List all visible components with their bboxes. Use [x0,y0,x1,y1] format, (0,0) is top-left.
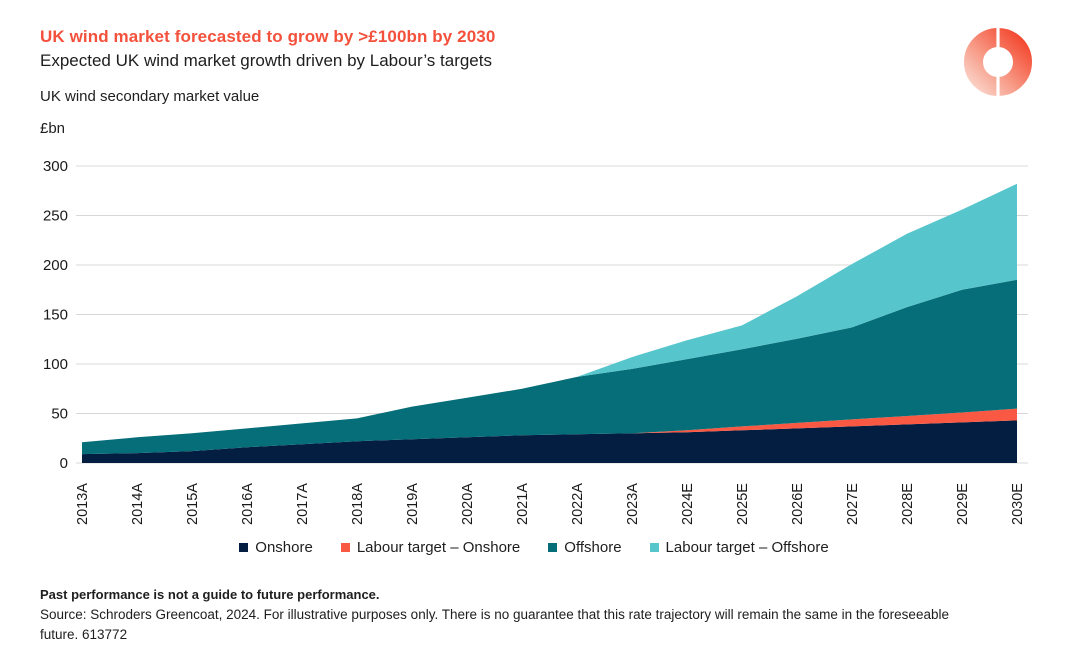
area-offshore [82,279,1017,455]
y-axis-label: 200 [43,257,68,274]
wind-market-area-chart: 0 50 100 150 200 250 300 2013A 2014A 2015A 2016A 20… [0,140,1068,540]
legend-item-onshore: Onshore [239,539,313,556]
legend-item-labour-target-onshore: Labour target – Onshore [340,539,521,556]
legend-item-offshore: Offshore [548,539,622,556]
chart-legend: Onshore Labour target – Onshore Offshore La… [0,539,1068,556]
x-axis-label: 2029E [955,483,971,525]
legend-swatch-offshore [548,543,558,552]
x-axis-label: 2022A [570,483,586,525]
x-axis-label: 2021A [515,483,531,525]
y-axis-label: 250 [43,208,68,225]
schroders-greencoat-logo [962,26,1034,98]
x-axis-label: 2026E [790,483,806,525]
legend-swatch-labour-target-onshore [340,543,350,552]
y-axis-label: 50 [51,406,68,423]
x-axis-label: 2019A [405,483,421,525]
x-axis-label: 2016A [240,483,256,525]
x-axis-label: 2023A [625,483,641,525]
y-axis-label: 150 [43,307,68,324]
area-chart-canvas: 0 50 100 150 200 250 300 2013A 2014A 2015A 2016A 20… [43,158,1028,525]
legend-swatch-labour-target-offshore [649,543,659,552]
area-labour-target-offshore [82,183,1017,443]
x-axis-label: 2014A [130,483,146,525]
x-axis-label: 2020A [460,483,476,525]
x-axis-label: 2018A [350,483,366,525]
y-axis-label: 300 [43,158,68,175]
chart-measure-label: UK wind secondary market value [40,88,260,105]
x-axis-label: 2025E [735,483,751,525]
page-title: UK wind market forecasted to grow by >£1… [40,27,496,46]
y-axis-label: 100 [43,356,68,373]
past-performance-disclaimer: Past performance is not a guide to futur… [40,587,380,602]
ring-logo-icon [964,26,1032,98]
legend-label: Labour target – Offshore [665,539,829,556]
source-note: Source: Schroders Greencoat, 2024. For i… [40,606,949,642]
x-axis-label: 2027E [845,483,861,525]
legend-label: Labour target – Onshore [356,539,521,556]
x-axis-label: 2017A [295,483,311,525]
x-axis-label: 2024E [680,483,696,525]
figure-footer: Past performance is not a guide to futur… [40,585,970,645]
page-subtitle: Expected UK wind market growth driven by… [40,51,492,70]
legend-swatch-onshore [239,543,249,552]
area-onshore [82,420,1017,463]
x-axis-label: 2013A [75,483,91,525]
x-axis-label: 2015A [185,483,201,525]
legend-item-labour-target-offshore: Labour target – Offshore [649,539,829,556]
y-axis-unit-label: £bn [40,120,66,137]
x-axis-label: 2028E [900,483,916,525]
y-axis-label: 0 [60,455,68,472]
legend-label: Offshore [564,539,622,556]
legend-label: Onshore [255,539,313,556]
x-axis-label: 2030E [1010,483,1026,525]
